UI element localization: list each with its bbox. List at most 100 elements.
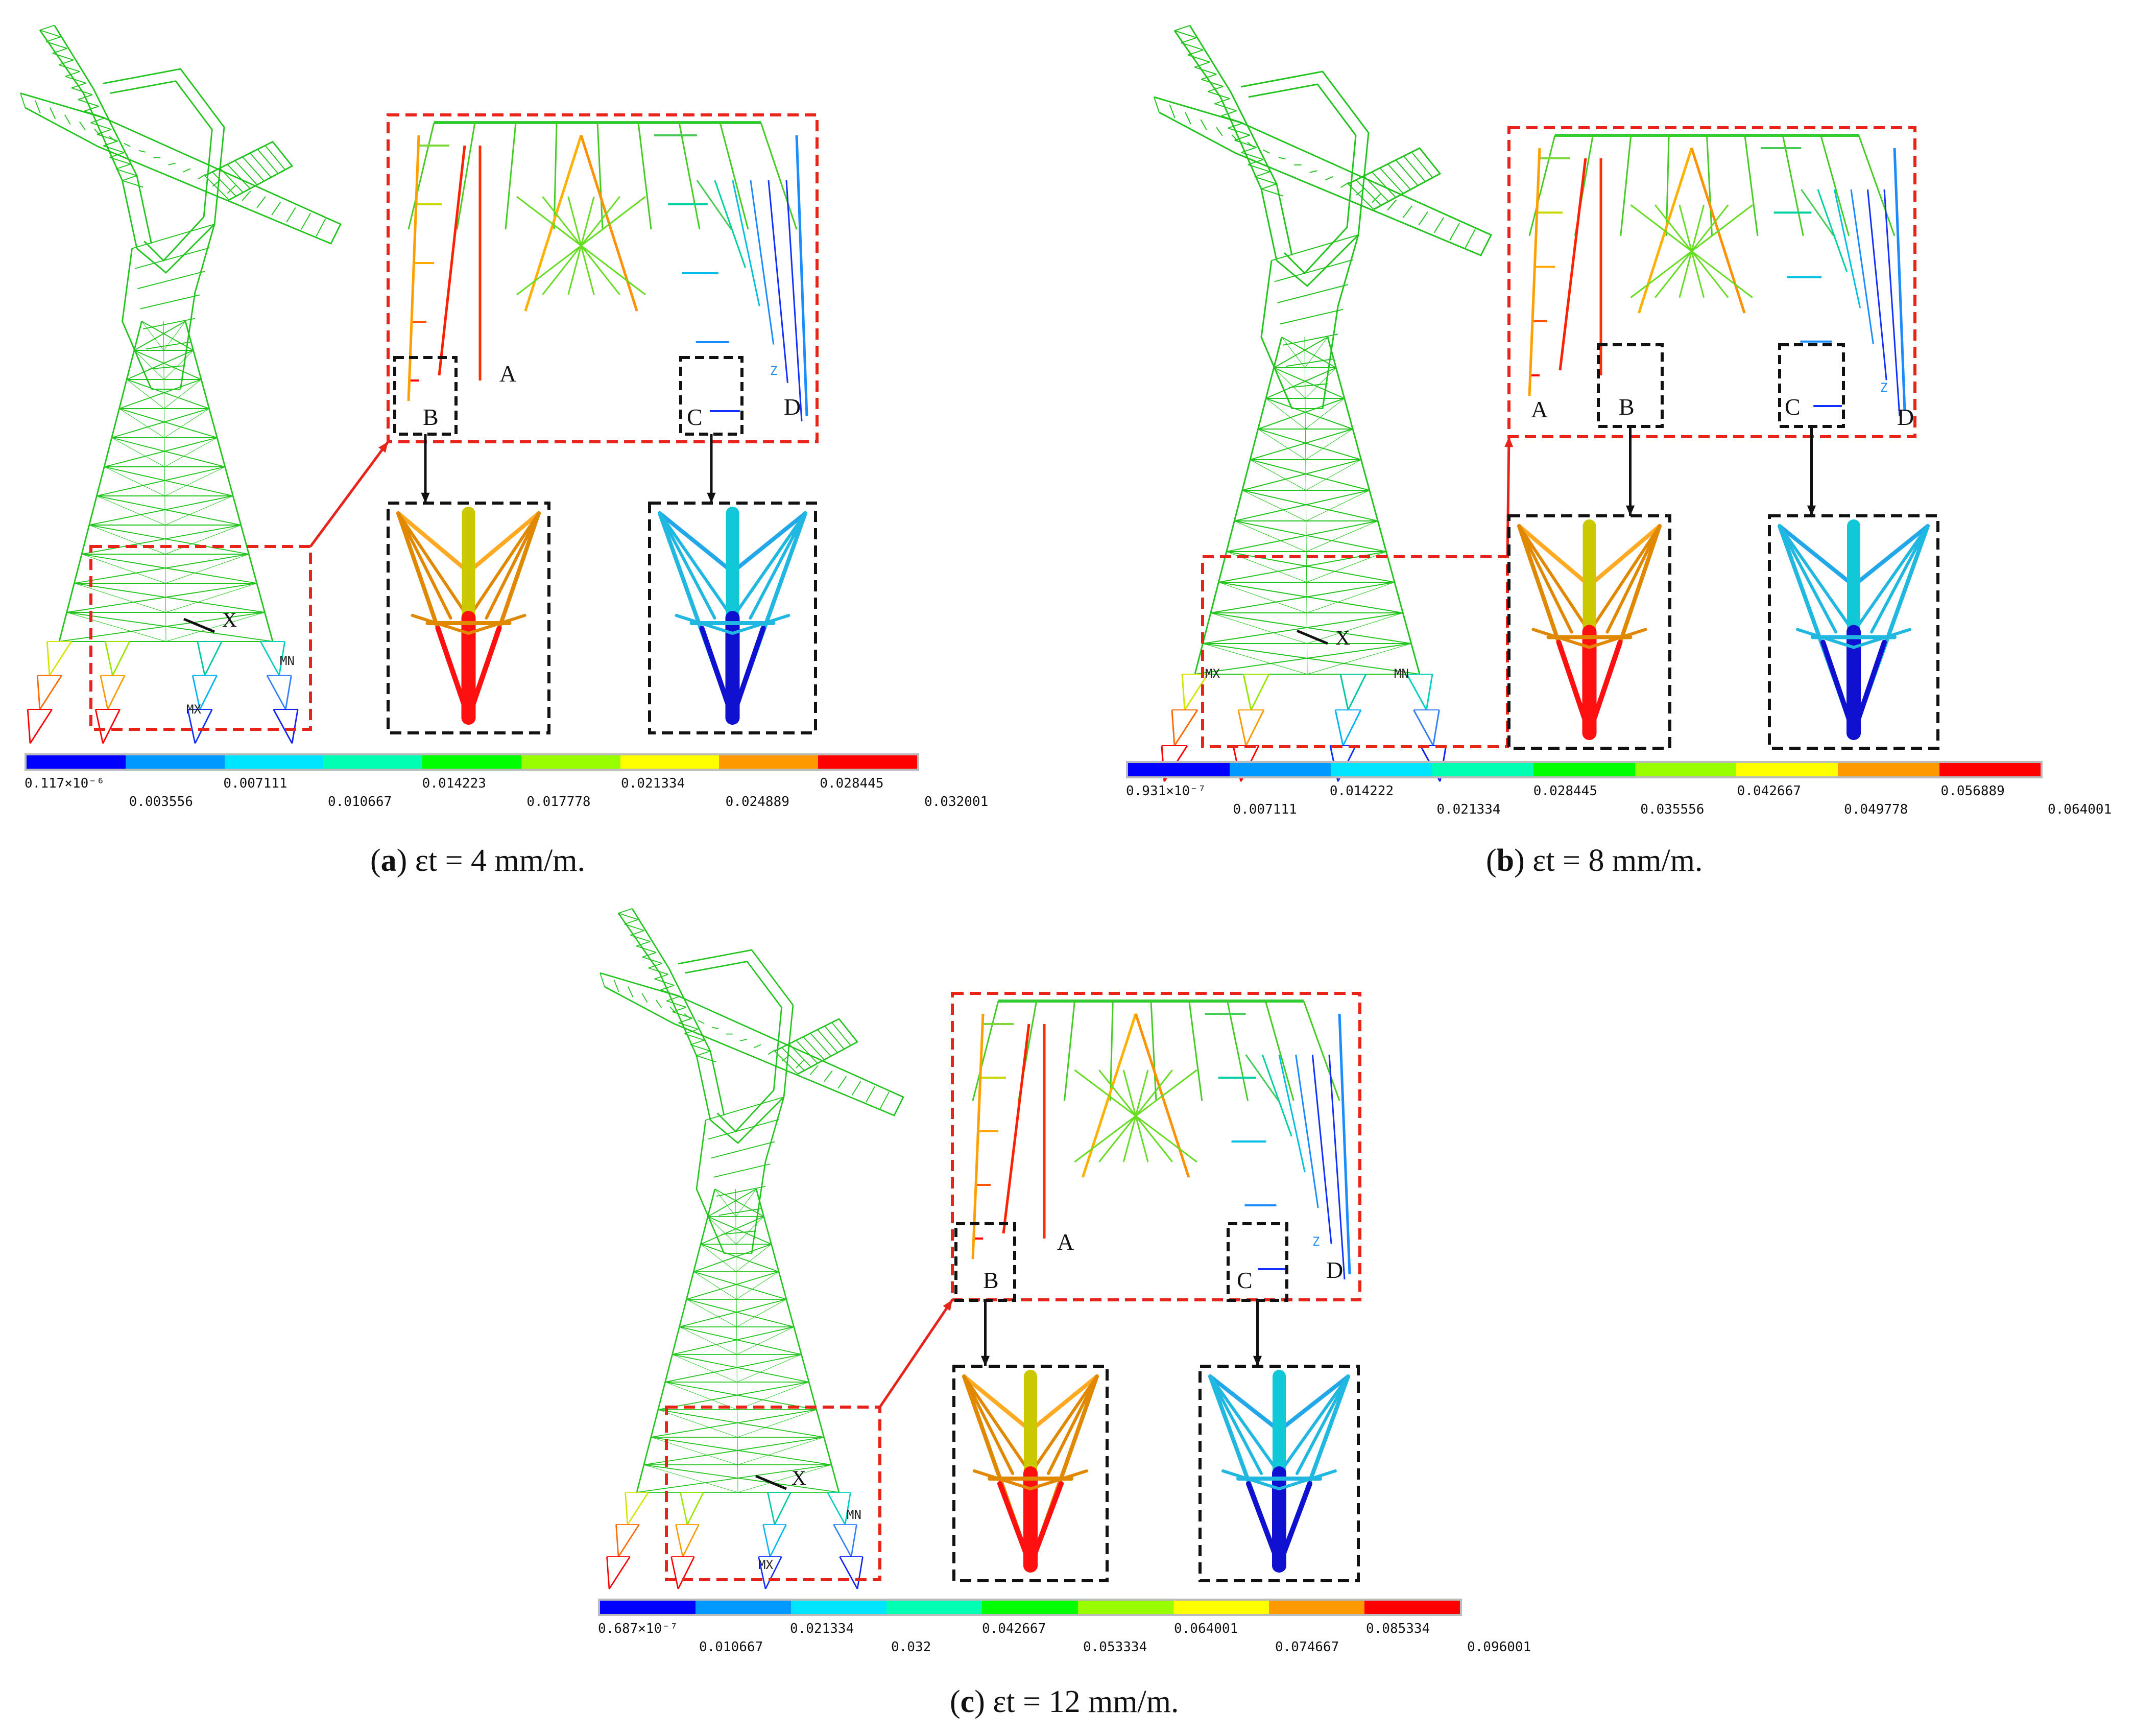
caption-c: (c) εt = 12 mm/m. bbox=[950, 1684, 1179, 1719]
tower-member bbox=[1344, 398, 1354, 430]
detail-member bbox=[1517, 524, 1592, 588]
label-point-d: D bbox=[784, 394, 801, 420]
label-point-d: D bbox=[1897, 404, 1914, 430]
tower-member bbox=[1327, 337, 1337, 368]
tower-member bbox=[679, 1326, 802, 1355]
tower-member bbox=[163, 321, 186, 351]
detail-member bbox=[1778, 525, 1837, 634]
tower-member bbox=[1231, 134, 1239, 142]
colorbar-swatch bbox=[696, 1601, 792, 1614]
base-highlight-box bbox=[89, 545, 312, 731]
detail-box bbox=[387, 502, 550, 734]
tower-member bbox=[1181, 674, 1186, 710]
detail-member bbox=[658, 512, 716, 620]
tower-member bbox=[164, 437, 218, 467]
tower-member bbox=[90, 117, 106, 124]
tower-member bbox=[1274, 367, 1306, 399]
colorbar-tick-label: 0.064001 bbox=[1174, 1621, 1238, 1636]
detail-member bbox=[963, 1375, 1014, 1475]
colorbar-swatch bbox=[1736, 763, 1838, 776]
colorbar-swatch bbox=[818, 755, 918, 769]
tower-member bbox=[227, 164, 251, 189]
zoom-member bbox=[438, 145, 466, 376]
detail-member bbox=[396, 511, 471, 574]
tower-member bbox=[187, 709, 196, 744]
zoom-member bbox=[785, 180, 803, 422]
detail-member bbox=[997, 1481, 1033, 1568]
zoom-member bbox=[407, 135, 420, 401]
detail-member bbox=[658, 511, 735, 574]
tower-member bbox=[678, 1022, 699, 1030]
arrow-to-detail-c-head bbox=[707, 492, 716, 503]
zoom-member bbox=[1338, 1013, 1351, 1275]
tower-member bbox=[66, 612, 273, 642]
tower-member bbox=[665, 1382, 817, 1410]
detail-member bbox=[1296, 1375, 1350, 1475]
colorbar-tick-label: 0.007111 bbox=[223, 776, 287, 791]
detail-member bbox=[466, 626, 502, 720]
detail-member bbox=[1778, 524, 1856, 588]
tower-member bbox=[183, 168, 191, 173]
tower-member bbox=[624, 923, 644, 931]
tower-member bbox=[816, 1409, 825, 1438]
colorbar-tick-label: 0.010667 bbox=[328, 794, 392, 810]
tower-member bbox=[97, 495, 165, 526]
tower-member bbox=[827, 1492, 846, 1525]
tower-member bbox=[1201, 79, 1224, 87]
tower-member bbox=[103, 145, 125, 153]
colorbar-swatch bbox=[1432, 763, 1534, 776]
tower-member bbox=[197, 174, 206, 180]
tower-member bbox=[740, 1038, 747, 1041]
tower-member bbox=[46, 41, 67, 49]
colorbar-tick-label: 0.021334 bbox=[790, 1621, 854, 1636]
tower-member bbox=[248, 554, 258, 584]
tower-member bbox=[111, 408, 120, 438]
tower-member bbox=[273, 709, 293, 744]
tower-member bbox=[1339, 674, 1349, 710]
tower-member bbox=[119, 408, 218, 438]
tower-member bbox=[677, 1556, 695, 1589]
tower-member bbox=[781, 1047, 805, 1071]
zoom-member bbox=[732, 180, 760, 306]
base-highlight-box bbox=[665, 1406, 881, 1581]
tower-member bbox=[1387, 199, 1397, 211]
tower-member bbox=[1265, 367, 1275, 399]
detail-member bbox=[467, 614, 526, 635]
tower-member bbox=[856, 1556, 864, 1589]
tower-member bbox=[696, 1055, 717, 1063]
colorbar-tick-label: 0.085334 bbox=[1366, 1621, 1430, 1636]
label-point-a: A bbox=[1531, 396, 1548, 422]
tower-member bbox=[781, 1055, 790, 1062]
tower-member bbox=[1154, 97, 1160, 113]
tower-member bbox=[1181, 42, 1204, 51]
tower-member bbox=[180, 224, 215, 390]
zoom-structure bbox=[407, 121, 808, 422]
tower-member bbox=[146, 341, 190, 350]
tower-member bbox=[1432, 709, 1440, 746]
caption-text: εt = 12 mm/m. bbox=[985, 1684, 1179, 1719]
tower-member bbox=[1403, 155, 1426, 182]
detail-base-node bbox=[1582, 726, 1597, 740]
zoom-structure bbox=[1528, 134, 1906, 417]
colorbar-tick-label: 0.032 bbox=[891, 1639, 931, 1655]
detail-member bbox=[466, 511, 541, 574]
tower-member bbox=[1174, 30, 1197, 38]
tower-member bbox=[1174, 25, 1190, 31]
tower-member bbox=[705, 1097, 784, 1121]
tower-member bbox=[81, 525, 241, 555]
tower-member bbox=[111, 437, 165, 467]
tower-member bbox=[74, 583, 166, 613]
tower-member bbox=[686, 1492, 704, 1525]
caption-letter: a bbox=[380, 843, 397, 878]
tower-member bbox=[97, 495, 242, 526]
tower-member bbox=[64, 114, 71, 125]
tower-member bbox=[1241, 152, 1264, 160]
detail-member bbox=[1852, 628, 1911, 649]
tower-structure bbox=[1154, 25, 1493, 782]
tower-member bbox=[1218, 551, 1386, 583]
tower-member bbox=[200, 379, 210, 409]
detail-member bbox=[1277, 1374, 1350, 1433]
tower-member bbox=[707, 1188, 716, 1217]
tower-member bbox=[648, 967, 668, 975]
tower-member bbox=[651, 1409, 817, 1438]
